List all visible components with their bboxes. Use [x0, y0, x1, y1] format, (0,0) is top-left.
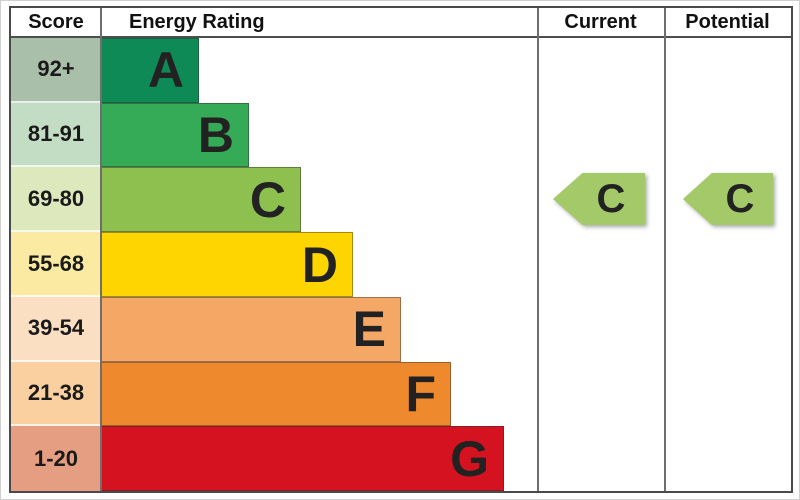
- header-energy-rating: Energy Rating: [129, 11, 265, 33]
- band-row-f: 21-38 F: [11, 361, 791, 427]
- score-cell: 39-54: [11, 296, 101, 362]
- header-current: Current: [564, 11, 637, 33]
- left-arrow-icon: C: [553, 173, 645, 225]
- band-row-e: 39-54 E: [11, 296, 791, 362]
- score-range: 39-54: [27, 315, 85, 341]
- band-rows: 92+ A 81-91 B 69-80 C 55-68 D 39-54 E 21…: [11, 38, 791, 492]
- band-bar: G: [101, 426, 504, 492]
- band-row-c: 69-80 C: [11, 167, 791, 233]
- band-row-a: 92+ A: [11, 38, 791, 103]
- band-letter: A: [147, 42, 184, 99]
- band-bar: E: [101, 296, 401, 362]
- potential-rating-letter: C: [725, 177, 755, 221]
- current-rating-letter: C: [596, 177, 626, 221]
- potential-rating-arrow: C: [683, 173, 773, 225]
- score-range: 1-20: [33, 445, 79, 471]
- score-range: 81-91: [27, 121, 85, 147]
- band-letter: B: [197, 107, 234, 164]
- band-bar: D: [101, 232, 353, 297]
- band-bar: C: [101, 167, 301, 233]
- score-cell: 55-68: [11, 232, 101, 297]
- score-cell: 81-91: [11, 102, 101, 168]
- header-score: Score: [28, 11, 84, 33]
- score-cell: 21-38: [11, 361, 101, 427]
- score-column-divider: [100, 8, 102, 491]
- score-range: 92+: [37, 56, 75, 82]
- score-cell: 92+: [11, 38, 101, 103]
- left-arrow-icon: C: [683, 173, 773, 225]
- score-range: 55-68: [27, 250, 85, 276]
- potential-column-divider: [664, 8, 666, 491]
- header-potential: Potential: [685, 11, 770, 33]
- score-range: 69-80: [27, 185, 85, 211]
- band-row-d: 55-68 D: [11, 232, 791, 297]
- band-row-g: 1-20 G: [11, 426, 791, 492]
- band-letter: E: [352, 301, 386, 358]
- rating-table: Score Energy Rating Current Potential 92…: [9, 6, 793, 493]
- current-rating-arrow: C: [553, 173, 645, 225]
- band-letter: C: [249, 171, 286, 228]
- band-row-b: 81-91 B: [11, 102, 791, 168]
- score-cell: 69-80: [11, 167, 101, 233]
- band-bar: B: [101, 102, 249, 168]
- band-letter: G: [450, 430, 489, 487]
- band-letter: D: [301, 236, 338, 293]
- score-cell: 1-20: [11, 426, 101, 492]
- table-header: Score Energy Rating Current Potential: [11, 8, 791, 38]
- band-bar: F: [101, 361, 451, 427]
- current-column-divider: [537, 8, 539, 491]
- band-bar: A: [101, 38, 199, 103]
- score-range: 21-38: [27, 379, 85, 405]
- band-letter: F: [405, 365, 436, 422]
